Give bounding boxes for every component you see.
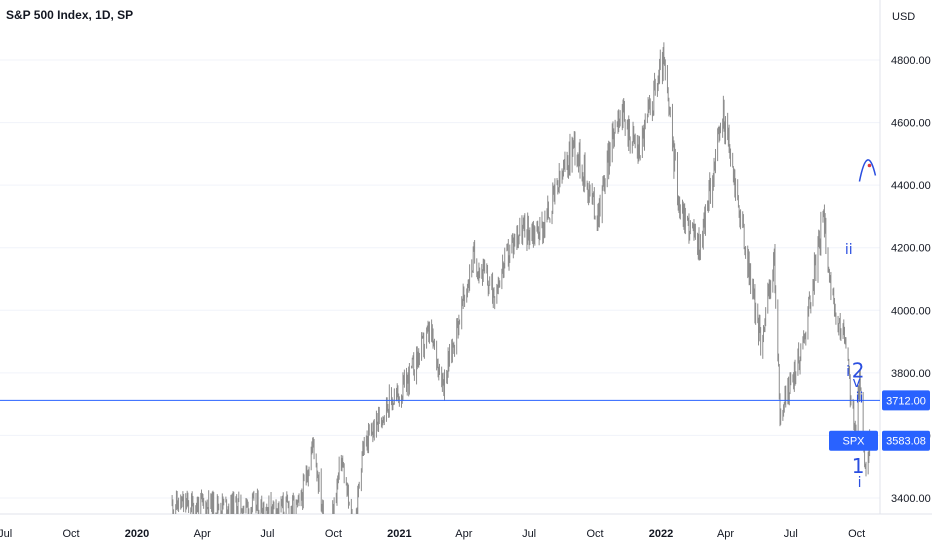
x-tick-label: Jul — [784, 528, 798, 540]
y-tick-label: 4400.00 — [891, 180, 931, 192]
wave-label: v — [853, 375, 861, 391]
time-axis: Jul Oct 2020 Apr Jul Oct 2021 Apr Jul Oct 2022 Apr J… — [0, 528, 865, 540]
grid — [0, 0, 932, 515]
x-tick-label: Jul — [522, 528, 536, 540]
projection-arc — [858, 159, 877, 182]
x-tick-label: Oct — [62, 528, 79, 540]
symbol-tag-text: SPX — [842, 436, 865, 448]
currency-label: USD — [892, 11, 915, 23]
projection-point — [867, 163, 872, 168]
hline-price-tag: 3712.00 — [882, 390, 930, 411]
price-bars — [171, 42, 871, 514]
y-tick-label: 4800.00 — [891, 55, 931, 67]
chart-title: S&P 500 Index, 1D, SP — [6, 8, 134, 22]
last-price-tag: 3583.08 — [882, 430, 930, 451]
y-tick-label: 3800.00 — [891, 368, 931, 380]
wave-label: i — [858, 475, 862, 491]
wave-label: 1 — [852, 454, 865, 478]
wave-label: 2 — [852, 359, 865, 383]
wave-label: ii — [856, 391, 864, 407]
x-tick-label: 2021 — [387, 528, 411, 540]
x-tick-label: Jul — [0, 528, 12, 540]
x-tick-label: Apr — [194, 528, 211, 540]
projection-arc — [858, 159, 877, 182]
last-price-tag-text: 3583.08 — [886, 436, 926, 448]
wave-label: i — [846, 364, 850, 380]
hline-price-tag-text: 3712.00 — [886, 395, 926, 407]
y-tick-label: 4200.00 — [891, 243, 931, 255]
x-tick-label: Apr — [717, 528, 734, 540]
y-tick-label: 4000.00 — [891, 305, 931, 317]
x-tick-label: Jul — [260, 528, 274, 540]
y-tick-label: 3400.00 — [891, 493, 931, 505]
x-tick-label: Oct — [325, 528, 342, 540]
x-tick-label: Oct — [848, 528, 865, 540]
x-tick-label: Oct — [586, 528, 603, 540]
y-tick-label: 4600.00 — [891, 118, 931, 130]
symbol-tag: SPX — [829, 430, 878, 451]
x-tick-label: Apr — [455, 528, 472, 540]
x-tick-label: 2022 — [649, 528, 673, 540]
wave-label: ii — [845, 242, 853, 258]
x-tick-label: 2020 — [125, 528, 149, 540]
price-tags: 3712.00 SPX 3583.08 — [829, 390, 930, 451]
